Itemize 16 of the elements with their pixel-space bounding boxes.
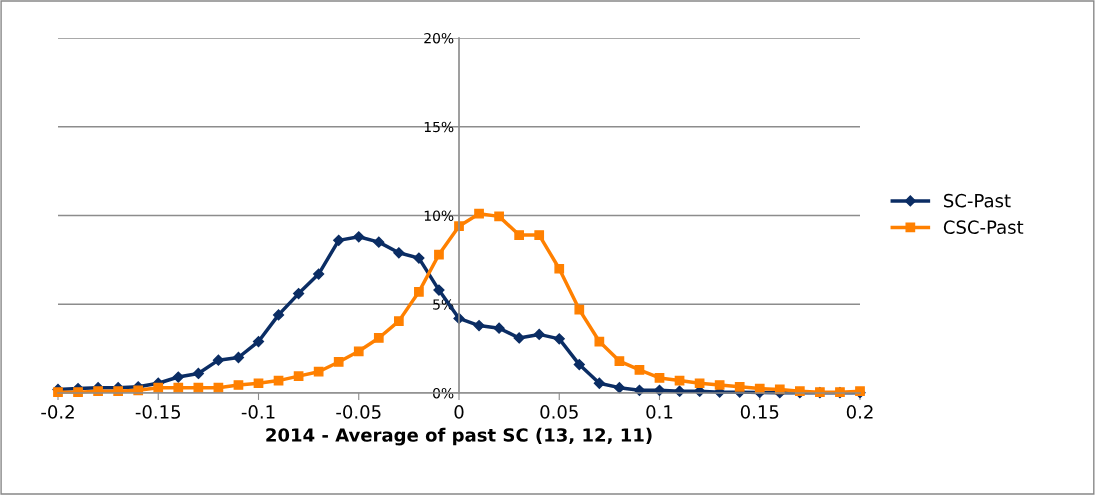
x-tick-label: 0.15 xyxy=(740,405,779,419)
y-tick-label: 15% xyxy=(424,121,454,133)
x-tick-label: -0.2 xyxy=(41,405,74,419)
x-tick-label: 0.1 xyxy=(646,405,673,419)
x-tick-label: -0.05 xyxy=(336,405,381,419)
x-axis-title: 2014 - Average of past SC (13, 12, 11) xyxy=(266,427,652,446)
x-tick-label: 0.2 xyxy=(846,405,873,419)
y-tick-label: 0% xyxy=(433,387,454,399)
x-tick-label: -0.15 xyxy=(135,405,181,419)
legend-label: SC-Past xyxy=(944,193,1011,208)
x-tick-label: 0 xyxy=(454,405,464,419)
y-tick-label: 20% xyxy=(424,32,454,44)
x-tick-label: -0.1 xyxy=(241,405,275,419)
x-tick-label: 0.05 xyxy=(540,405,578,419)
y-tick-label: 10% xyxy=(424,210,454,221)
legend-label: CSC-Past xyxy=(943,220,1024,234)
